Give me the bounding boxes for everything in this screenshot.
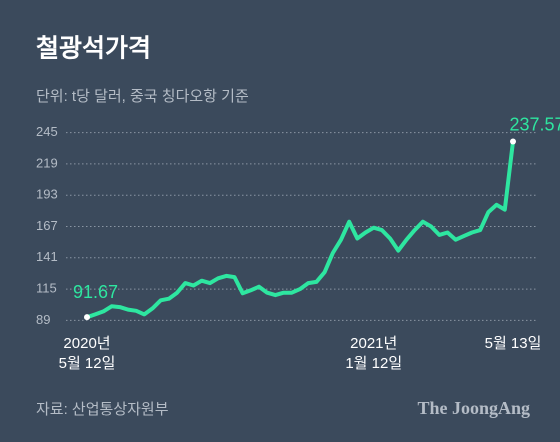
x-tick-label: 2021년 1월 12일: [345, 335, 403, 372]
x-tick-label: 5월 13일: [484, 335, 542, 352]
data-label: 237.57: [509, 114, 560, 134]
y-tick-label: 219: [36, 155, 58, 170]
x-tick-label: 2020년 5월 12일: [58, 335, 116, 372]
end-point: [510, 138, 516, 145]
end-point: [84, 314, 90, 321]
y-tick-label: 141: [36, 249, 58, 264]
y-tick-label: 167: [36, 218, 58, 233]
y-tick-label: 89: [36, 312, 50, 327]
line: [85, 139, 515, 320]
data-label: 91.67: [73, 282, 118, 302]
y-tick-label: 245: [36, 124, 58, 139]
chart-title: 철광석가격: [36, 35, 151, 63]
y-tick-label: 115: [36, 281, 57, 296]
brand: The JoongAng: [417, 398, 530, 418]
y-tick-label: 193: [36, 187, 58, 202]
chart-subtitle: 단위: t당 달러, 중국 칭다오항 기준: [36, 88, 249, 105]
source: 자료: 산업통상자원부: [36, 401, 169, 418]
